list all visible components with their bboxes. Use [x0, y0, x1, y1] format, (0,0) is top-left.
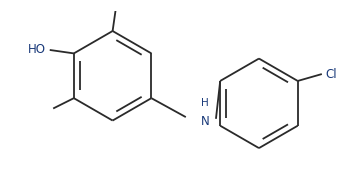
Text: N: N [200, 115, 209, 128]
Text: Cl: Cl [325, 68, 337, 81]
Text: HO: HO [28, 44, 46, 57]
Text: H: H [201, 99, 209, 108]
